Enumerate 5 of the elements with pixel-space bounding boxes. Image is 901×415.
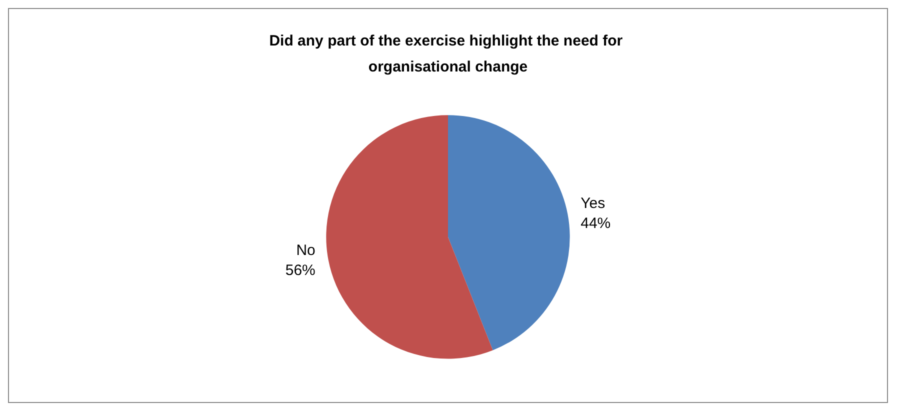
slice-label: No — [296, 242, 316, 260]
chart-title: Did any part of the exercise highlight the need for organisational change — [269, 32, 627, 76]
data-label: 44% — [580, 214, 611, 232]
data-label: 56% — [285, 262, 316, 280]
slice-label: Yes — [580, 194, 606, 212]
